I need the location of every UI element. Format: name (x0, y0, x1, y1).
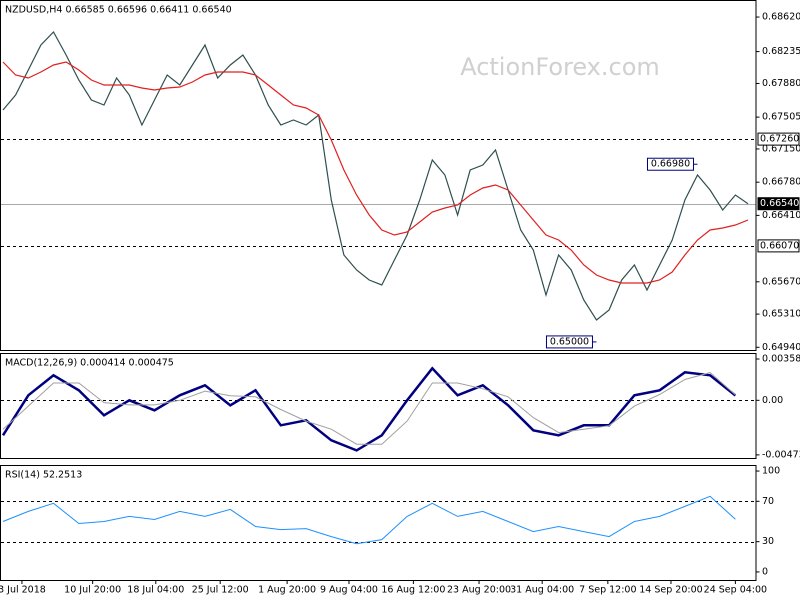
level-label-box (757, 197, 800, 211)
y-tick-label: 0.00 (762, 395, 783, 406)
annotation-label: 0.66980 (651, 159, 690, 170)
y-tick-label: 30 (762, 536, 774, 547)
y-tick-label: 0.67880 (762, 78, 800, 89)
series-line (2, 61, 749, 284)
y-tick-label: 0.66780 (762, 177, 800, 188)
panel-frame (0, 465, 757, 581)
x-tick-label: 25 Jul 12:00 (192, 585, 249, 596)
y-tick-label: 0.65670 (762, 276, 800, 287)
x-tick-label: 31 Aug 04:00 (510, 585, 574, 596)
x-tick-label: 18 Jul 04:00 (127, 585, 184, 596)
series-line (2, 30, 749, 321)
level-label-box (757, 239, 800, 253)
level-label: 0.67260 (760, 134, 799, 145)
x-tick-label: 24 Sep 04:00 (704, 585, 767, 596)
series-line (1, 366, 737, 452)
y-tick-label: 0.68620 (762, 12, 800, 23)
annotation-box (646, 157, 694, 171)
x-tick-label: 9 Aug 04:00 (320, 585, 378, 596)
y-tick-label: 0 (762, 566, 768, 577)
x-tick-label: 16 Aug 12:00 (381, 585, 445, 596)
y-tick-label: 0.65310 (762, 309, 800, 320)
x-tick-label: 1 Aug 20:00 (258, 585, 316, 596)
annotation-label: 0.65000 (550, 336, 589, 347)
x-tick-label: 3 Jul 2018 (0, 585, 46, 596)
x-tick-label: 14 Sep 20:00 (639, 585, 702, 596)
panel-title: RSI(14) 52.2513 (5, 470, 82, 481)
annotation-box (545, 335, 593, 349)
y-tick-label: 70 (762, 496, 774, 507)
series-line (2, 372, 736, 445)
watermark: ActionForex.com (460, 53, 660, 81)
panel-frame (0, 353, 757, 459)
level-label: 0.66070 (760, 240, 799, 251)
x-tick-label: 23 Aug 20:00 (447, 585, 511, 596)
x-tick-label: 10 Jul 20:00 (64, 585, 121, 596)
y-tick-label: 100 (762, 466, 780, 477)
panel-frame (0, 0, 757, 351)
y-tick-label: 0.67150 (762, 143, 800, 154)
y-tick-label: 0.64940 (762, 342, 800, 353)
panel-title: NZDUSD,H4 0.66585 0.66596 0.66411 0.6654… (5, 5, 232, 16)
y-tick-label: 0.66410 (762, 210, 800, 221)
series-line (2, 495, 736, 545)
level-label-box (757, 132, 800, 146)
y-tick-label: -0.00473 (762, 449, 800, 460)
y-tick-label: 0.68235 (762, 46, 800, 57)
x-tick-label: 7 Sep 12:00 (579, 585, 636, 596)
y-tick-label: 0.67505 (762, 112, 800, 123)
panel-title: MACD(12,26,9) 0.000414 0.000475 (5, 358, 174, 369)
y-tick-label: 0.003581 (762, 353, 800, 364)
level-label: 0.66540 (760, 198, 799, 209)
